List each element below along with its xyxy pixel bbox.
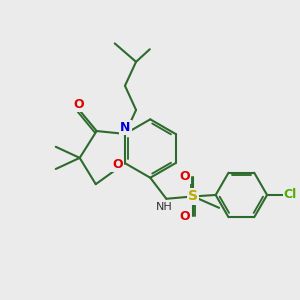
Text: O: O <box>74 98 84 111</box>
Text: NH: NH <box>156 202 172 212</box>
Text: Cl: Cl <box>284 188 297 202</box>
Text: O: O <box>112 158 123 171</box>
Text: O: O <box>180 170 190 183</box>
Text: N: N <box>120 121 131 134</box>
Text: S: S <box>188 189 198 203</box>
Text: O: O <box>180 210 190 223</box>
